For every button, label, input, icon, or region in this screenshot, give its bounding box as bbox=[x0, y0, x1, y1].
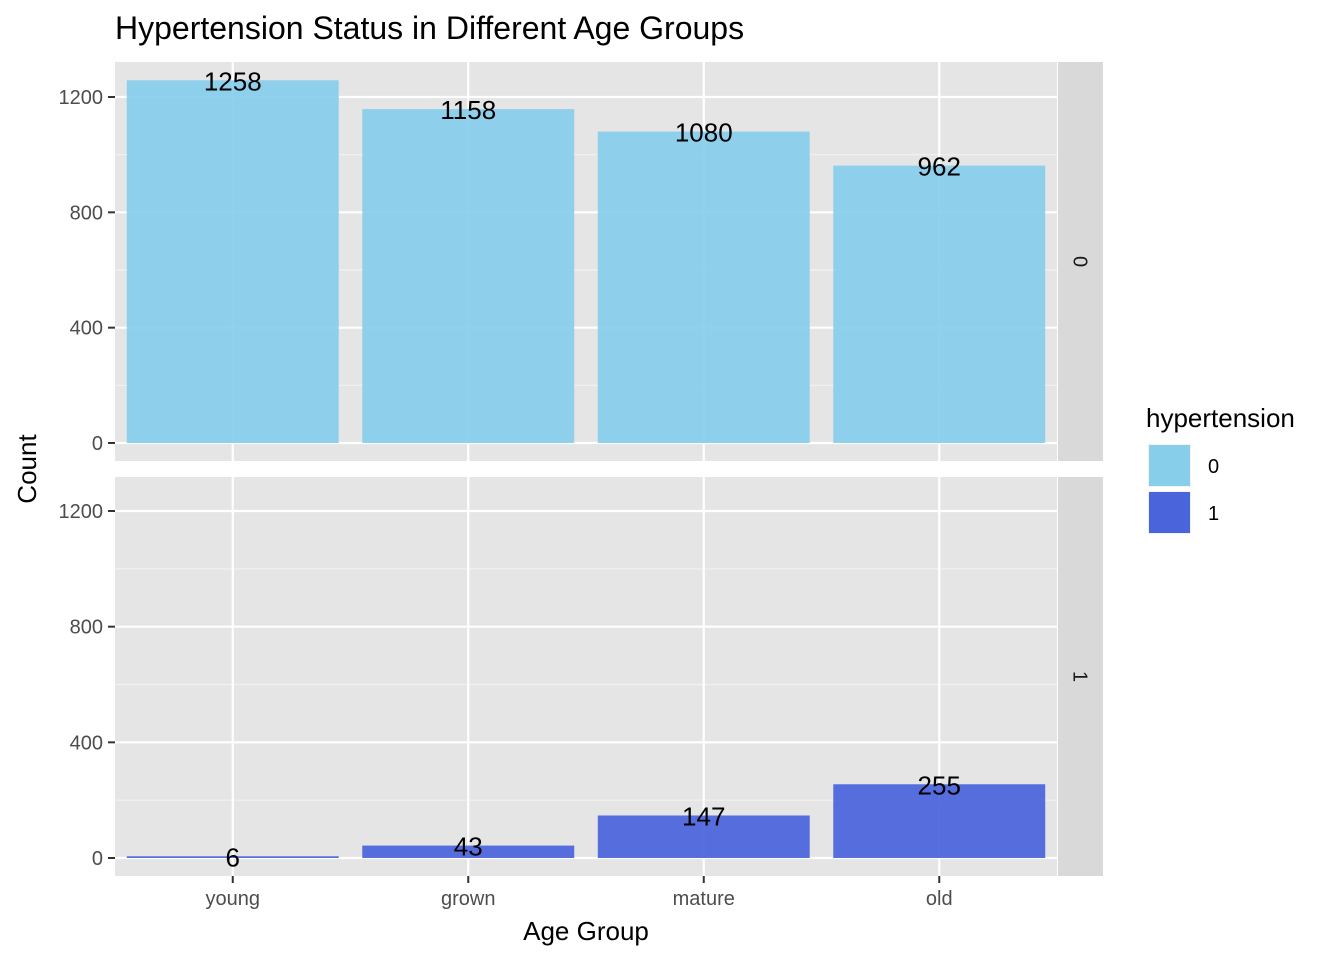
legend-key-0 bbox=[1149, 445, 1190, 486]
legend-label-0: 0 bbox=[1208, 456, 1219, 478]
bar-old-0 bbox=[833, 166, 1045, 443]
x-tick-label: old bbox=[926, 888, 953, 910]
facet-panels: 0 400 800 1200 1258 1158 1080 962 0 0 400 800 1200 6 4… bbox=[59, 62, 1104, 876]
y-tick-label: 1200 bbox=[59, 87, 104, 109]
y-tick-label: 0 bbox=[92, 848, 103, 870]
y-axis-title: Count bbox=[12, 434, 42, 504]
legend-label-1: 1 bbox=[1208, 503, 1219, 525]
y-tick-label: 800 bbox=[70, 202, 103, 224]
legend-title: hypertension bbox=[1146, 403, 1295, 433]
bar-label-old-0: 962 bbox=[918, 152, 961, 182]
x-tick-label: young bbox=[206, 888, 261, 910]
bar-young-0 bbox=[127, 80, 339, 443]
y-tick-label: 1200 bbox=[59, 501, 104, 523]
facet-strip-label: 0 bbox=[1069, 256, 1091, 267]
bar-mature-0 bbox=[598, 132, 810, 443]
facet-strip-label: 1 bbox=[1069, 671, 1091, 682]
y-tick-label: 400 bbox=[70, 318, 103, 340]
bar-label-mature-1: 147 bbox=[682, 801, 725, 831]
chart-title: Hypertension Status in Different Age Gro… bbox=[115, 10, 744, 46]
y-tick-label: 0 bbox=[92, 433, 103, 455]
bar-label-young-1: 6 bbox=[226, 842, 240, 872]
bar-label-young-0: 1258 bbox=[204, 66, 262, 96]
bar-grown-0 bbox=[362, 109, 574, 443]
legend-key-1 bbox=[1149, 492, 1190, 533]
bar-label-mature-0: 1080 bbox=[675, 118, 733, 148]
x-tick-label: mature bbox=[673, 888, 735, 910]
facet-panel-1: 0 400 800 1200 6 43 147 255 1 bbox=[59, 477, 1104, 876]
legend: hypertension 0 1 bbox=[1146, 403, 1295, 534]
y-tick-label: 400 bbox=[70, 732, 103, 754]
x-tick-label: grown bbox=[441, 888, 495, 910]
facet-panel-0: 0 400 800 1200 1258 1158 1080 962 0 bbox=[59, 62, 1104, 461]
x-axis-title: Age Group bbox=[523, 916, 649, 946]
bar-label-grown-1: 43 bbox=[454, 832, 483, 862]
bar-label-grown-0: 1158 bbox=[440, 95, 496, 125]
x-axis: young grown mature old bbox=[206, 876, 953, 910]
bar-label-old-1: 255 bbox=[918, 770, 961, 800]
y-tick-label: 800 bbox=[70, 617, 103, 639]
